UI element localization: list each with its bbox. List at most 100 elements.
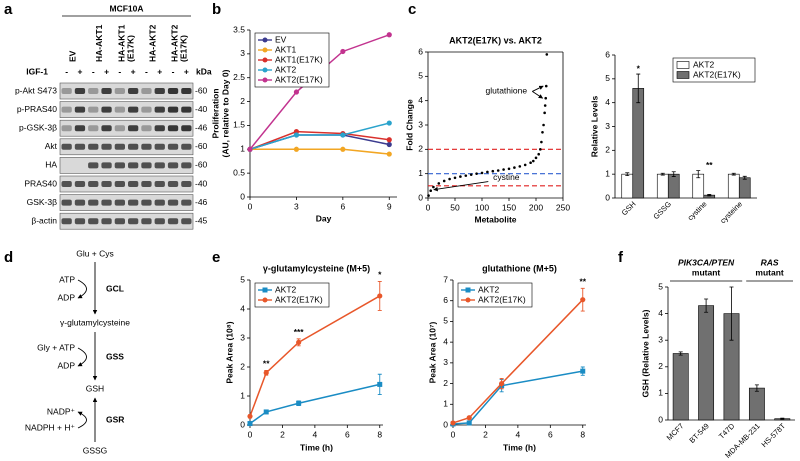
blot-band	[181, 199, 192, 206]
legend-marker	[262, 37, 268, 43]
treatment-label: IGF-1	[26, 66, 48, 76]
blot-band	[167, 88, 179, 94]
blot-band	[61, 106, 72, 113]
point	[544, 96, 548, 100]
bar	[672, 353, 689, 421]
legend-box	[254, 282, 330, 308]
error-bar	[696, 170, 701, 179]
point	[448, 177, 451, 181]
y-tick-label: 1	[240, 390, 245, 400]
blot-band	[141, 143, 152, 150]
blot-band	[101, 162, 112, 169]
blot-band	[101, 199, 112, 206]
pathway: Glu + Cys ATP ADP GCL γ-glutamylcysteine…	[25, 248, 130, 455]
x-tick-label: 8	[377, 429, 382, 439]
point	[386, 151, 392, 157]
y-axis-label: Relative Levels	[589, 96, 599, 158]
error-bar	[729, 286, 734, 341]
metabolite: γ-glutamylcysteine	[60, 317, 130, 327]
blot-band	[181, 181, 192, 187]
blot-band	[101, 181, 112, 187]
point	[442, 179, 446, 183]
error-bar	[671, 171, 676, 177]
chart-title: AKT2(E17K) vs. AKT2	[449, 35, 542, 45]
point	[539, 148, 542, 151]
arrow	[77, 279, 87, 299]
legend-swatch	[676, 61, 690, 69]
blot-band	[128, 143, 139, 150]
y-tick-label: 4	[240, 303, 245, 313]
panel-label: a	[4, 1, 13, 18]
blot-band	[61, 125, 72, 132]
blot-band	[141, 181, 152, 187]
chart-title: γ-glutamylcysteine (M+5)	[263, 263, 370, 273]
blot-band	[154, 143, 165, 150]
blot-band	[141, 162, 152, 169]
significance: **	[706, 160, 713, 170]
blot-kda: -46	[195, 122, 208, 132]
blot-strip	[59, 157, 194, 174]
lane-header: (E17K)	[178, 35, 188, 62]
x-tick-label: 0	[248, 201, 253, 211]
blot-band	[74, 181, 86, 187]
treatment-sign: -	[92, 66, 95, 76]
annotation-arrow	[433, 181, 489, 192]
enzyme: GSR	[106, 414, 124, 424]
x-axis-label: Day	[316, 213, 332, 223]
point	[534, 156, 538, 160]
blot-band	[154, 199, 165, 206]
point	[518, 165, 522, 168]
point	[263, 370, 269, 376]
point	[464, 174, 468, 177]
blot-row-label: GSK-3β	[27, 197, 58, 207]
kda-header: kDa	[196, 66, 212, 76]
blot-strip	[59, 175, 194, 193]
x-tick-label: 100	[475, 202, 489, 212]
x-tick-label: 4	[516, 429, 521, 439]
blot-band	[181, 162, 192, 169]
error-bar	[660, 172, 665, 176]
treatment-sign: -	[172, 66, 175, 76]
legend-label: EV	[275, 34, 287, 44]
blot-row-label: p-PRAS40	[17, 104, 57, 114]
series-line	[250, 148, 390, 155]
blot-band	[61, 199, 72, 206]
bar	[748, 387, 765, 421]
y-tick-label: 2	[605, 145, 610, 155]
blot-band	[128, 181, 139, 187]
x-tick-label: 4	[313, 429, 318, 439]
point	[293, 132, 300, 138]
significance: **	[263, 359, 270, 369]
enzyme: GSS	[106, 351, 124, 361]
cofactor: NADPH + H⁺	[25, 422, 76, 432]
point	[513, 166, 516, 169]
y-tick-label: 1	[418, 168, 423, 178]
y-tick-label: 1	[605, 168, 610, 178]
chart-title: glutathione (M+5)	[482, 263, 557, 273]
point	[459, 175, 462, 178]
blot-strip	[59, 138, 194, 156]
x-tick-label: 200	[529, 202, 543, 212]
blot-band	[88, 199, 99, 206]
blot-band	[114, 125, 125, 132]
blot-band	[74, 88, 86, 94]
blot-band	[154, 181, 165, 187]
blot-band	[181, 88, 192, 94]
x-tick-label: 0	[426, 202, 431, 212]
legend-label: AKT2(E17K)	[478, 294, 526, 304]
point	[475, 172, 478, 175]
blot-band	[181, 143, 192, 150]
blot-band	[114, 162, 125, 169]
legend-label: AKT1	[275, 44, 297, 54]
x-tick-label: 9	[387, 201, 392, 211]
point	[543, 111, 546, 115]
y-axis-label: Proliferation	[210, 88, 220, 138]
group-label: RAS	[761, 257, 779, 267]
error-bar	[636, 73, 641, 104]
x-axis-label: Time (h)	[503, 442, 536, 452]
y-tick-label: 2.5	[233, 72, 245, 82]
blot-kda: -40	[195, 178, 208, 188]
blot-band	[154, 125, 165, 132]
point	[386, 120, 392, 126]
y-tick-label: 2	[418, 144, 423, 154]
